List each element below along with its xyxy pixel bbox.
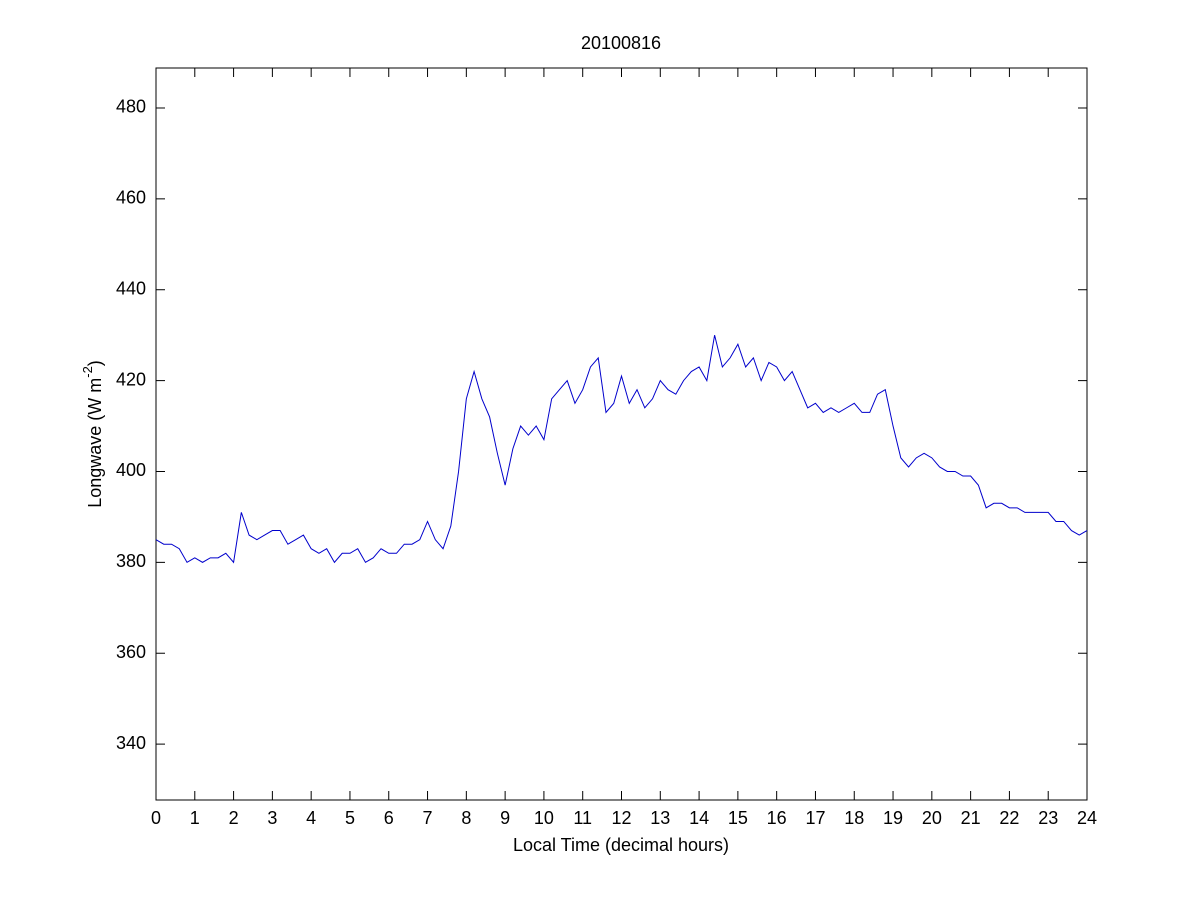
x-tick-label: 20 (922, 808, 942, 828)
x-tick-label: 17 (805, 808, 825, 828)
y-tick-label: 460 (116, 188, 146, 208)
x-tick-label: 5 (345, 808, 355, 828)
y-axis-label: Longwave (W m-2) (80, 360, 104, 508)
x-tick-label: 21 (961, 808, 981, 828)
x-tick-label: 22 (999, 808, 1019, 828)
y-tick-label: 340 (116, 733, 146, 753)
x-tick-label: 10 (534, 808, 554, 828)
y-tick-label: 440 (116, 278, 146, 298)
x-tick-label: 4 (306, 808, 316, 828)
x-tick-label: 7 (423, 808, 433, 828)
x-tick-label: 3 (267, 808, 277, 828)
x-axis-label: Local Time (decimal hours) (513, 835, 729, 855)
y-tick-label: 380 (116, 551, 146, 571)
x-tick-label: 14 (689, 808, 709, 828)
y-tick-label: 420 (116, 369, 146, 389)
y-tick-label: 360 (116, 642, 146, 662)
y-tick-label: 400 (116, 460, 146, 480)
x-tick-label: 13 (650, 808, 670, 828)
plot-frame (155, 67, 1088, 801)
data-line (155, 335, 1088, 564)
chart-title: 20100816 (581, 33, 661, 53)
x-tick-label: 6 (384, 808, 394, 828)
x-tick-label: 11 (573, 808, 592, 828)
x-tick-label: 1 (190, 808, 200, 828)
y-label-text: Longwave (W m (85, 378, 105, 508)
y-tick-label: 480 (116, 97, 146, 117)
y-label-suffix: ) (85, 360, 105, 366)
x-tick-label: 0 (151, 808, 161, 828)
x-tick-label: 23 (1038, 808, 1058, 828)
x-tick-label: 15 (728, 808, 748, 828)
x-tick-label: 19 (883, 808, 903, 828)
x-tick-label: 9 (500, 808, 510, 828)
y-label-superscript: -2 (80, 366, 95, 378)
x-tick-label: 16 (767, 808, 787, 828)
x-tick-label: 24 (1077, 808, 1097, 828)
x-tick-label: 12 (611, 808, 631, 828)
x-tick-label: 18 (844, 808, 864, 828)
x-tick-label: 8 (461, 808, 471, 828)
x-tick-label: 2 (229, 808, 239, 828)
